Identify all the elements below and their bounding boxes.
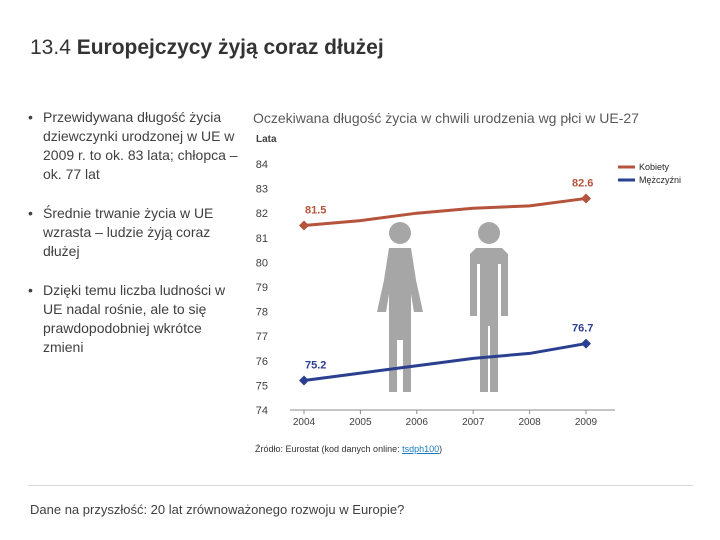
y-tick-label: 77 [256,331,268,343]
series-line-kobiety [303,196,587,227]
x-tick-label: 2009 [575,417,598,428]
y-tick-label: 78 [256,307,268,319]
data-label: 82.6 [572,177,593,189]
data-point-marker [299,220,309,231]
bullet-text: Przewidywana długość życia dziewczynki u… [43,109,238,182]
bullet-item: • Dzięki temu liczba ludności w UE nadal… [28,281,243,357]
bullet-dot: • [28,205,33,221]
bullet-dot: • [28,109,33,125]
bullet-item: • Średnie trwanie życia w UE wzrasta – l… [28,204,243,261]
footer-divider [28,485,693,486]
y-tick-label: 76 [256,356,268,368]
bullet-list: • Przewidywana długość życia dziewczynki… [28,108,243,377]
data-label: 76.7 [572,323,593,335]
legend-label: Kobiety [639,162,670,172]
slide-title-text: Europejczycy żyją coraz dłużej [76,36,384,59]
data-label: 75.2 [305,359,326,371]
y-tick-label: 79 [256,282,268,294]
life-expectancy-chart: Lata 74 75 76 77 78 79 80 81 82 83 84 2004 2005 2006 20… [256,134,681,428]
slide-title: 13.4 Europejczycy żyją coraz dłużej [30,36,384,60]
footer-text: Dane na przyszłość: 20 lat zrównoważoneg… [30,502,405,517]
source-suffix: ) [439,444,443,454]
y-tick-label: 81 [256,233,268,245]
y-tick-label: 84 [256,159,268,171]
y-tick-label: 74 [256,405,268,417]
data-label: 81.5 [305,205,326,217]
legend-label: Mężczyźni [639,175,681,185]
x-tick-label: 2006 [406,417,429,428]
data-point-marker [299,375,309,386]
male-figure-icon [470,222,508,392]
bullet-dot: • [28,282,33,298]
series-line-mezczyzni [303,342,587,382]
chart-title: Oczekiwana długość życia w chwili urodze… [253,110,639,126]
bullet-item: • Przewidywana długość życia dziewczynki… [28,108,243,184]
source-note: Źródło: Eurostat (kod danych online: tsd… [255,444,442,454]
y-tick-label: 83 [256,184,268,196]
x-tick-label: 2007 [462,417,485,428]
x-tick-label: 2008 [518,417,541,428]
source-link[interactable]: tsdph100 [402,444,440,454]
y-tick-label: 80 [256,257,268,269]
bullet-text: Średnie trwanie życia w UE wzrasta – lud… [43,205,214,259]
y-tick-label: 75 [256,380,268,392]
source-prefix: Źródło: Eurostat (kod danych online: [255,444,403,454]
y-axis-label: Lata [256,134,277,145]
x-tick-label: 2005 [349,417,372,428]
chart-plot: Lata 74 75 76 77 78 79 80 81 82 83 84 2004 2005 2006 20… [256,134,681,428]
y-tick-label: 82 [256,208,268,220]
data-point-marker [581,193,591,204]
bullet-text: Dzięki temu liczba ludności w UE nadal r… [43,282,226,355]
x-tick-label: 2004 [293,417,316,428]
female-figure-icon [377,222,423,392]
data-point-marker [581,338,591,349]
slide-title-number: 13.4 [30,36,71,59]
